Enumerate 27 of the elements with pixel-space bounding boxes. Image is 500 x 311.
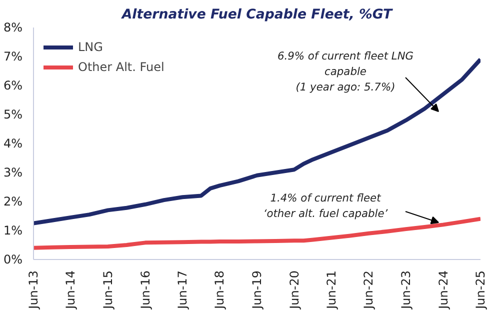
y-tick-label: 6% — [3, 78, 23, 92]
legend-label: LNG — [78, 40, 103, 54]
x-tick-label: Jun-24 — [436, 270, 450, 310]
y-tick-label: 2% — [3, 194, 23, 208]
y-tick-label: 4% — [3, 136, 23, 150]
annotation: 1.4% of current fleet ‘other alt. fuel capable’ — [263, 192, 388, 220]
x-tick-label: Jun-22 — [362, 270, 376, 310]
x-tick-label: Jun-23 — [398, 270, 413, 310]
y-tick-label: 1% — [3, 224, 23, 238]
x-tick-label: Jun-15 — [100, 270, 115, 310]
x-tick-label: Jun-17 — [176, 270, 190, 310]
x-tick-label: Jun-20 — [287, 270, 302, 310]
y-tick-label: 0% — [3, 252, 23, 266]
x-tick-label: Jun-21 — [324, 270, 338, 310]
y-tick-label: 5% — [3, 108, 23, 122]
y-tick-label: 3% — [3, 166, 23, 180]
x-tick-label: Jun-16 — [138, 270, 152, 310]
y-tick-label: 8% — [3, 20, 23, 34]
x-tick-label: Jun-14 — [64, 270, 78, 310]
x-tick-label: Jun-13 — [26, 270, 40, 310]
legend-label: Other Alt. Fuel — [78, 60, 164, 74]
annotation: 6.9% of current fleet LNG capable (1 year ago: 5.7%) — [277, 50, 414, 94]
x-tick-label: Jun-18 — [212, 270, 227, 310]
chart-title: Alternative Fuel Capable Fleet, %GT — [120, 8, 394, 22]
x-tick-label: Jun-19 — [250, 270, 264, 310]
y-tick-label: 7% — [3, 50, 23, 64]
x-tick-label: Jun-25 — [474, 270, 488, 310]
